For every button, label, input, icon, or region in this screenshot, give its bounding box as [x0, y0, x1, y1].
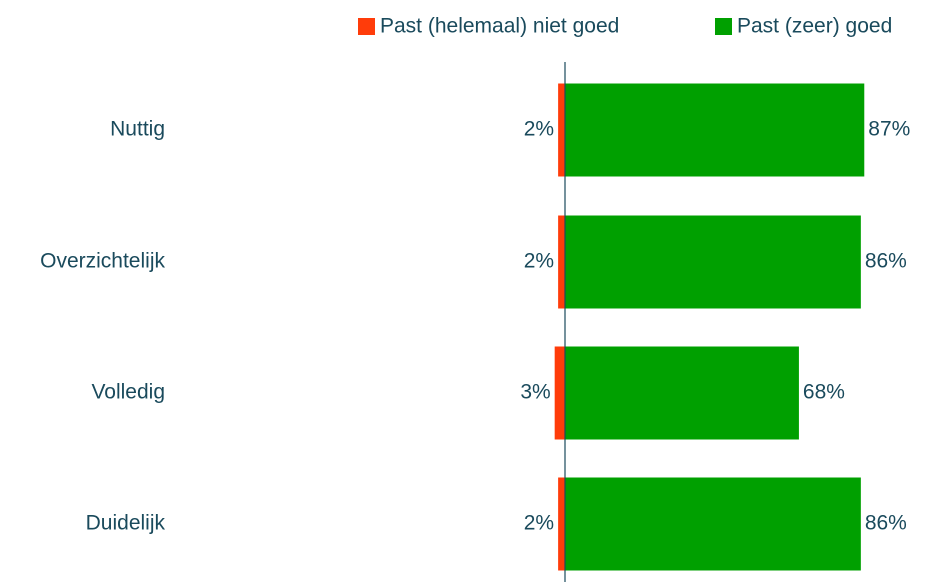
legend-swatch — [715, 18, 732, 35]
value-label: 2% — [524, 118, 554, 141]
category-label: Duidelijk — [86, 512, 166, 535]
bar — [554, 346, 565, 440]
bar — [558, 477, 565, 571]
value-label: 86% — [865, 512, 907, 535]
category-label: Overzichtelijk — [40, 250, 165, 273]
category-label: Nuttig — [110, 118, 165, 141]
bar — [565, 83, 865, 177]
value-label: 68% — [803, 381, 845, 404]
bar — [565, 477, 861, 571]
value-label: 87% — [868, 118, 910, 141]
bar — [565, 346, 799, 440]
bar — [558, 83, 565, 177]
value-label: 2% — [524, 250, 554, 273]
bar — [558, 215, 565, 309]
legend-label: Past (helemaal) niet goed — [380, 15, 619, 38]
legend-label: Past (zeer) goed — [737, 15, 892, 38]
value-label: 2% — [524, 512, 554, 535]
legend-swatch — [358, 18, 375, 35]
category-label: Volledig — [91, 381, 165, 404]
value-label: 3% — [520, 381, 550, 404]
value-label: 86% — [865, 250, 907, 273]
bar — [565, 215, 861, 309]
